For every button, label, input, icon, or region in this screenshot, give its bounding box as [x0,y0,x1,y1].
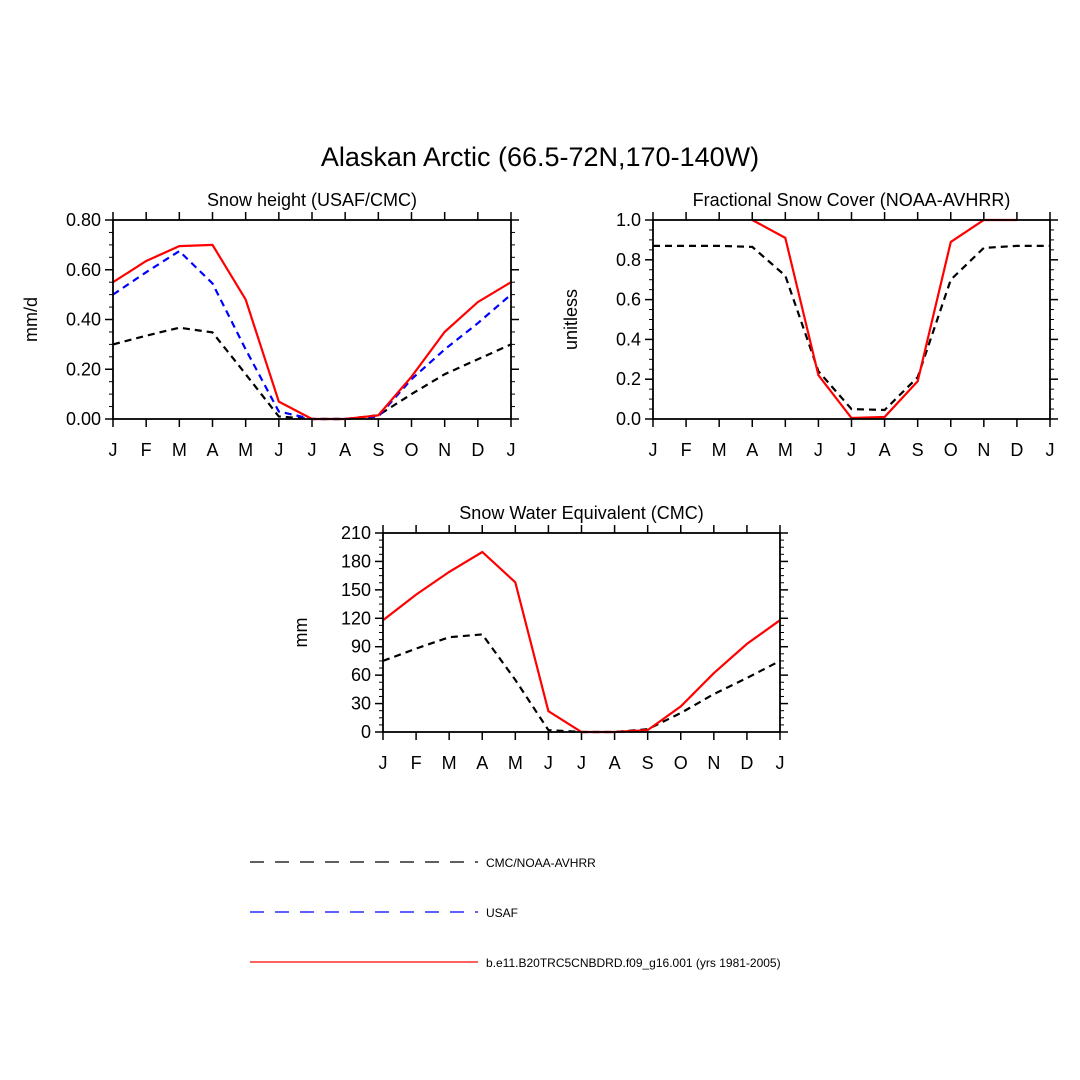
snow-height-ytick-label: 0.80 [66,210,101,230]
figure-title: Alaskan Arctic (66.5-72N,170-140W) [321,142,759,172]
swe-xtick-label: J [379,753,388,773]
snow-height-xtick-label: A [339,440,351,460]
legend-label-1: USAF [486,906,518,920]
snow-cover-xtick-label: J [1046,440,1055,460]
snow-cover-xtick-label: M [778,440,793,460]
swe-ytick-label: 0 [361,722,371,742]
swe-series-b-e11-b20trc5cnbdrd-f09-g16-001: b.e11.B20TRC5CNBDRD.f09_g16.001 (yrs 198… [382,550,781,734]
swe-xtick-label: D [740,753,753,773]
snow-height-ylabel: mm/d [21,297,41,342]
snow-height-panel: Snow height (USAF/CMC) mm/d 0.00 0.20 0.40 0.… [21,190,519,460]
snow-cover-ytick-label: 0.4 [616,329,641,349]
swe-ytick-label: 150 [341,580,371,600]
snow-height-xtick-label: J [109,440,118,460]
snow-cover-ylabel: unitless [561,289,581,350]
snow-height-xtick-label: D [471,440,484,460]
snow-cover-xtick-label: J [847,440,856,460]
swe-xtick-label: M [508,753,523,773]
swe-ytick-label: 210 [341,523,371,543]
swe-xtick-label: A [609,753,621,773]
swe-ytick-label: 60 [351,665,371,685]
snow-cover-xtick-label: M [712,440,727,460]
swe-ylabel: mm [291,618,311,648]
snow-cover-xtick-label: A [879,440,891,460]
swe-xtick-label: F [411,753,422,773]
snow-cover-xtick-label: N [977,440,990,460]
snow-height-ytick-label: 0.60 [66,260,101,280]
swe-title: Snow Water Equivalent (CMC) [459,503,703,523]
snow-cover-xtick-label: S [912,440,924,460]
snow-cover-panel: Fractional Snow Cover (NOAA-AVHRR) unitle… [561,190,1058,460]
snow-height-ytick-label: 0.00 [66,409,101,429]
snow-height-xtick-label: O [404,440,418,460]
snow-cover-ytick-label: 0.0 [616,409,641,429]
snow-height-series-usaf: USAF [112,249,512,421]
snow-height-title: Snow height (USAF/CMC) [207,190,417,210]
snow-cover-ytick-label: 0.8 [616,250,641,270]
swe-panel: Snow Water Equivalent (CMC) mm 0 30 60 90 120 1… [291,503,788,773]
swe-xtick-label: M [442,753,457,773]
swe-xtick-label: J [577,753,586,773]
snow-cover-series-cmc-noaa-avhrr: CMC/NOAA-AVHRR [653,244,1050,412]
snow-cover-xtick-label: J [649,440,658,460]
snow-cover-ytick-label: 0.2 [616,369,641,389]
legend-label-2: b.e11.B20TRC5CNBDRD.f09_g16.001 (yrs 198… [486,956,781,970]
snow-height-xtick-label: N [438,440,451,460]
snow-height-series-cmc-noaa-avhrr: CMC/NOAA-AVHRR [112,326,512,421]
snow-height-xtick-label: J [308,440,317,460]
snow-cover-ytick-label: 0.6 [616,290,641,310]
snow-height-xtick-label: M [172,440,187,460]
swe-xtick-label: J [544,753,553,773]
snow-cover-title: Fractional Snow Cover (NOAA-AVHRR) [693,190,1011,210]
swe-ytick-label: 180 [341,551,371,571]
snow-height-ytick-label: 0.40 [66,310,101,330]
snow-height-xtick-label: A [206,440,218,460]
snow-height-xtick-label: J [507,440,516,460]
snow-height-series-b-e11-b20trc5cnbdrd-f09-g16-001: b.e11.B20TRC5CNBDRD.f09_g16.001 (yrs 198… [112,243,512,421]
snow-height-xtick-label: F [141,440,152,460]
snow-height-ytick-label: 0.20 [66,359,101,379]
snow-height-xtick-label: J [274,440,283,460]
swe-frame [382,532,781,733]
snow-cover-xtick-label: O [944,440,958,460]
legend-label-0: CMC/NOAA-AVHRR [486,856,596,870]
snow-cover-frame [652,219,1051,420]
snow-height-frame [112,219,512,420]
swe-xtick-label: N [707,753,720,773]
snow-cover-xtick-label: D [1010,440,1023,460]
swe-ytick-label: 120 [341,608,371,628]
swe-ytick-label: 30 [351,694,371,714]
snow-cover-xtick-label: F [681,440,692,460]
snow-height-xtick-label: M [238,440,253,460]
swe-xtick-label: J [776,753,785,773]
swe-xtick-label: O [674,753,688,773]
snow-cover-ytick-label: 1.0 [616,210,641,230]
swe-ytick-label: 90 [351,637,371,657]
swe-series-cmc-noaa-avhrr: CMC/NOAA-AVHRR [382,633,781,734]
snow-cover-xtick-label: A [746,440,758,460]
legend: CMC/NOAA-AVHRR USAF b.e11.B20TRC5CNBDRD.f0… [250,856,781,970]
swe-xtick-label: A [476,753,488,773]
swe-xtick-label: S [642,753,654,773]
snow-height-xtick-label: S [372,440,384,460]
snow-cover-series-b-e11-b20trc5cnbdrd-f09-g16-001: b.e11.B20TRC5CNBDRD.f09_g16.001 (yrs 198… [751,218,1017,420]
snow-cover-xtick-label: J [814,440,823,460]
